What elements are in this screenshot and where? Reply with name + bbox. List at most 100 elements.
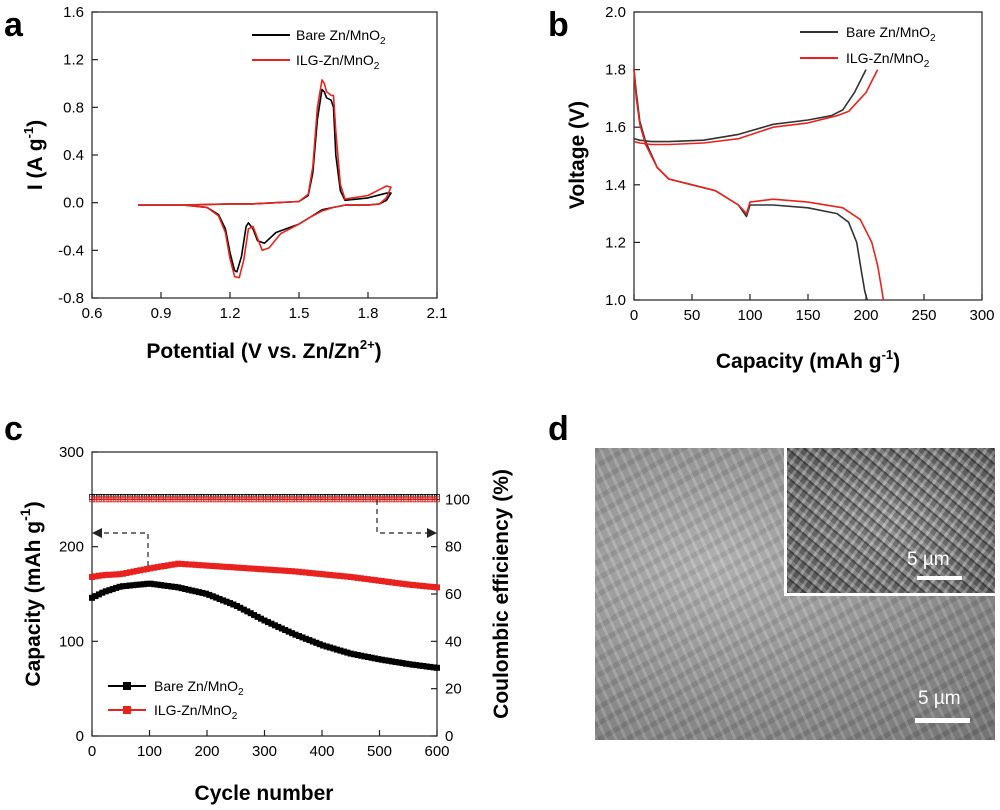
capacity-marker [178, 585, 185, 592]
capacity-marker [261, 566, 268, 573]
y-tick-label: 2.0 [605, 4, 626, 21]
capacity-marker [123, 570, 130, 576]
capacity-marker [182, 561, 189, 568]
capacity-marker [340, 648, 347, 655]
capacity-marker [406, 661, 413, 668]
chart-a-ylabel: I (A g-1) [21, 120, 47, 190]
capacity-marker [382, 578, 389, 585]
capacity-marker [423, 583, 430, 590]
capacity-marker [323, 571, 330, 578]
capacity-marker [227, 600, 233, 607]
ce-marker [144, 496, 151, 503]
capacity-marker [409, 661, 416, 668]
ce-marker [258, 496, 264, 503]
ce-marker [147, 496, 154, 503]
ce-marker [427, 496, 434, 503]
ce-marker [420, 496, 427, 503]
capacity-marker [233, 603, 240, 609]
capacity-marker [244, 608, 251, 615]
capacity-marker [164, 562, 171, 569]
capacity-marker [416, 582, 423, 589]
ce-marker [358, 496, 365, 503]
capacity-marker [140, 581, 147, 588]
ce-marker [123, 496, 130, 503]
panel-letter-b: b [548, 6, 569, 44]
ce-marker [230, 496, 237, 503]
capacity-marker [120, 570, 126, 577]
capacity-marker [320, 571, 327, 578]
ce-marker [389, 496, 396, 503]
capacity-marker [285, 568, 292, 574]
capacity-marker [309, 638, 316, 645]
ce-marker [375, 496, 382, 503]
inset-scale-bar [917, 576, 962, 580]
capacity-marker [313, 570, 320, 577]
capacity-marker [213, 563, 220, 570]
ce-marker [371, 496, 378, 503]
y2-tick-label: 60 [445, 586, 462, 603]
legend-a-label-ilg: ILG-Zn/MnO2 [296, 52, 380, 72]
capacity-marker [309, 570, 316, 577]
y-tick-label: 300 [59, 444, 84, 461]
chart-b-ylabel: Voltage (V) [566, 101, 589, 209]
capacity-marker [385, 579, 392, 585]
y-tick-label: 1.2 [605, 234, 626, 251]
ce-marker [385, 496, 392, 503]
legend-b-label-bare: Bare Zn/MnO2 [846, 24, 936, 44]
capacity-marker [402, 660, 409, 667]
ce-marker [292, 496, 299, 503]
main-scale-label: 5 µm [918, 688, 961, 709]
ce-marker [337, 496, 344, 503]
y-tick-label: -0.8 [58, 290, 84, 307]
ce-marker [402, 496, 409, 503]
capacity-marker [195, 562, 202, 569]
capacity-marker [237, 604, 244, 611]
capacity-marker [89, 594, 95, 601]
capacity-marker [378, 656, 385, 663]
capacity-marker [268, 620, 275, 627]
capacity-marker [289, 568, 296, 575]
capacity-marker [282, 567, 289, 574]
capacity-marker [95, 572, 102, 579]
capacity-marker [358, 575, 365, 582]
capacity-marker [92, 593, 99, 600]
sem-image-inset: 5 µm [784, 448, 995, 596]
capacity-marker [199, 562, 206, 569]
capacity-marker [95, 591, 102, 598]
capacity-marker [358, 652, 365, 659]
capacity-marker [265, 619, 271, 626]
capacity-marker [427, 663, 434, 670]
ce-marker [137, 496, 144, 503]
capacity-marker [399, 580, 406, 587]
ce-marker [99, 496, 106, 503]
capacity-marker [116, 571, 123, 578]
chart-b-xlabel: Capacity (mAh g-1) [716, 347, 900, 373]
capacity-marker [375, 577, 382, 584]
series-line-b-3 [633, 69, 885, 301]
capacity-marker [154, 581, 161, 588]
ce-marker [140, 496, 147, 503]
capacity-marker [406, 581, 413, 588]
ce-marker [361, 496, 368, 503]
capacity-marker [182, 586, 189, 592]
ce-marker [275, 496, 282, 503]
capacity-marker [292, 631, 299, 638]
capacity-marker [126, 582, 133, 589]
capacity-marker [223, 598, 230, 605]
y-tick-label: 1.0 [605, 292, 626, 309]
y-tick-label: 1.6 [63, 4, 84, 21]
y-tick-label: 0.0 [63, 195, 84, 212]
capacity-marker [368, 654, 375, 661]
y2-tick-label: 20 [445, 681, 462, 698]
capacity-marker [137, 567, 144, 574]
capacity-marker [399, 660, 406, 667]
capacity-marker [133, 567, 140, 574]
ce-marker [399, 496, 406, 503]
capacity-marker [392, 659, 399, 665]
x-tick-label: 250 [911, 307, 936, 324]
capacity-marker [302, 569, 309, 576]
chart-c-xlabel: Cycle number [195, 782, 334, 805]
capacity-marker [237, 564, 244, 571]
ce-marker [102, 496, 109, 503]
capacity-marker [240, 565, 247, 571]
